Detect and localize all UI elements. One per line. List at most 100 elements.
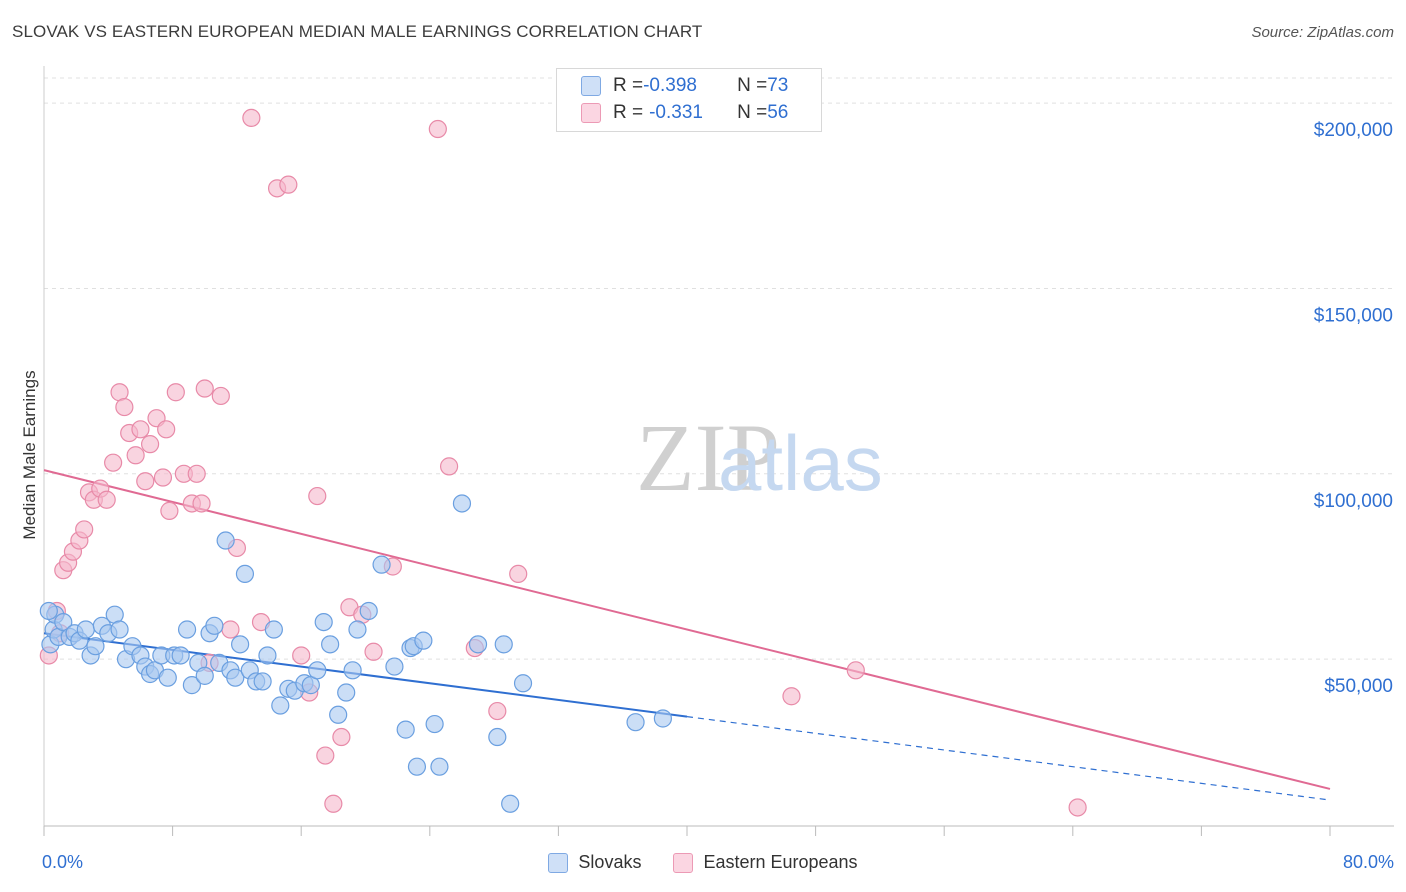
data-point-slovaks — [494, 635, 513, 654]
data-point-slovaks — [264, 620, 283, 639]
data-point-eastern-europeans — [1068, 798, 1087, 817]
data-point-slovaks — [195, 666, 214, 685]
series-legend: Slovaks Eastern Europeans — [0, 852, 1406, 873]
data-point-slovaks — [171, 646, 190, 665]
legend-item-eastern-europeans[interactable]: Eastern Europeans — [673, 852, 858, 873]
data-point-slovaks — [271, 696, 290, 715]
data-point-eastern-europeans — [115, 397, 134, 417]
data-point-eastern-europeans — [242, 108, 261, 128]
data-point-slovaks — [372, 555, 391, 574]
data-point-eastern-europeans — [104, 453, 123, 472]
y-tick-label: $200,000 — [1314, 120, 1393, 141]
data-point-eastern-europeans — [439, 457, 459, 476]
data-point-eastern-europeans — [324, 794, 343, 813]
data-point-eastern-europeans — [160, 501, 179, 520]
data-point-eastern-europeans — [75, 520, 94, 539]
data-point-slovaks — [76, 620, 95, 639]
data-point-slovaks — [407, 757, 427, 776]
data-point-eastern-europeans — [195, 379, 214, 398]
data-point-eastern-europeans — [221, 620, 240, 639]
data-point-slovaks — [321, 635, 340, 654]
data-points — [39, 108, 1087, 817]
data-point-eastern-europeans — [428, 119, 447, 139]
data-point-slovaks — [86, 637, 105, 656]
data-point-slovaks — [258, 646, 277, 665]
data-point-eastern-europeans — [509, 564, 528, 584]
data-point-slovaks — [488, 727, 507, 747]
trend-line-slovaks — [43, 632, 688, 718]
data-point-slovaks — [359, 601, 378, 621]
data-point-eastern-europeans — [364, 642, 383, 661]
data-point-eastern-europeans — [316, 746, 335, 765]
trend-line-eastern-europeans — [43, 469, 1331, 790]
data-point-slovaks — [348, 620, 367, 639]
data-point-eastern-europeans — [846, 661, 865, 680]
data-point-slovaks — [626, 713, 645, 732]
legend-r-label: R = — [613, 75, 644, 96]
data-point-eastern-europeans — [187, 464, 206, 483]
legend-swatch-slovaks — [548, 852, 569, 873]
data-point-slovaks — [39, 601, 58, 621]
legend-item-slovaks[interactable]: Slovaks — [548, 852, 641, 873]
data-point-slovaks — [468, 635, 488, 654]
legend-n-label: N = — [737, 75, 768, 96]
legend-label-eastern-europeans: Eastern Europeans — [703, 852, 858, 872]
data-point-slovaks — [337, 683, 356, 702]
data-point-slovaks — [216, 531, 235, 550]
data-point-slovaks — [177, 620, 197, 639]
legend-r-value: -0.398 — [643, 75, 697, 96]
source-label: Source: ZipAtlas.com — [1251, 24, 1394, 41]
data-point-slovaks — [226, 668, 245, 687]
watermark-zip: ZIP — [636, 404, 780, 511]
data-point-slovaks — [501, 794, 520, 813]
data-point-eastern-europeans — [97, 490, 116, 509]
legend-r-value: -0.331 — [649, 102, 703, 123]
legend-r-label: R = — [613, 102, 644, 123]
data-point-eastern-europeans — [488, 701, 507, 721]
legend-n-label: N = — [737, 102, 768, 123]
data-point-slovaks — [430, 757, 449, 776]
legend-n-value: 56 — [767, 102, 789, 123]
legend-swatch-pink — [581, 103, 601, 123]
data-point-eastern-europeans — [140, 435, 160, 454]
data-point-slovaks — [452, 494, 472, 513]
data-point-eastern-europeans — [192, 494, 211, 513]
data-point-eastern-europeans — [131, 420, 150, 439]
data-point-eastern-europeans — [782, 687, 801, 706]
data-point-slovaks — [231, 635, 250, 654]
data-point-eastern-europeans — [292, 646, 311, 665]
data-point-eastern-europeans — [126, 446, 145, 465]
data-point-eastern-europeans — [157, 420, 176, 439]
legend-n-value: 73 — [767, 75, 789, 96]
data-point-eastern-europeans — [136, 472, 155, 491]
y-tick-label: $100,000 — [1314, 491, 1393, 512]
legend-row-eastern-europeans: R = -0.331 N = 56 — [581, 100, 788, 126]
axes — [43, 66, 1394, 836]
trend-line-slovaks-extension — [686, 716, 1331, 801]
data-point-slovaks — [653, 709, 672, 728]
legend-label-slovaks: Slovaks — [578, 852, 642, 872]
data-point-eastern-europeans — [279, 175, 298, 194]
x-axis-min-label: 0.0% — [42, 852, 84, 872]
legend-row-slovaks: R = -0.398 N = 73 — [581, 73, 788, 99]
data-point-slovaks — [385, 657, 404, 676]
data-point-slovaks — [253, 672, 272, 691]
data-point-slovaks — [205, 616, 224, 635]
data-point-slovaks — [343, 661, 362, 680]
data-point-slovaks — [513, 674, 533, 693]
data-point-slovaks — [110, 620, 129, 639]
data-point-slovaks — [182, 676, 201, 695]
y-tick-labels: $50,000 $100,000 $150,000 $200,000 — [1314, 120, 1393, 697]
trend-lines — [43, 469, 1331, 801]
data-point-slovaks — [314, 612, 333, 632]
data-point-eastern-europeans — [153, 468, 173, 487]
data-point-slovaks — [235, 564, 255, 584]
legend-swatch-eastern-europeans — [673, 852, 694, 873]
legend-swatch-blue — [581, 76, 601, 96]
y-tick-label: $150,000 — [1314, 305, 1393, 326]
data-point-eastern-europeans — [308, 486, 327, 506]
data-point-slovaks — [308, 661, 327, 680]
data-point-slovaks — [329, 705, 348, 724]
data-point-eastern-europeans — [211, 386, 230, 406]
